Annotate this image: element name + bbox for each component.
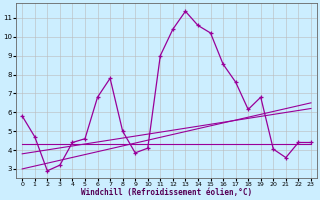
X-axis label: Windchill (Refroidissement éolien,°C): Windchill (Refroidissement éolien,°C): [81, 188, 252, 197]
